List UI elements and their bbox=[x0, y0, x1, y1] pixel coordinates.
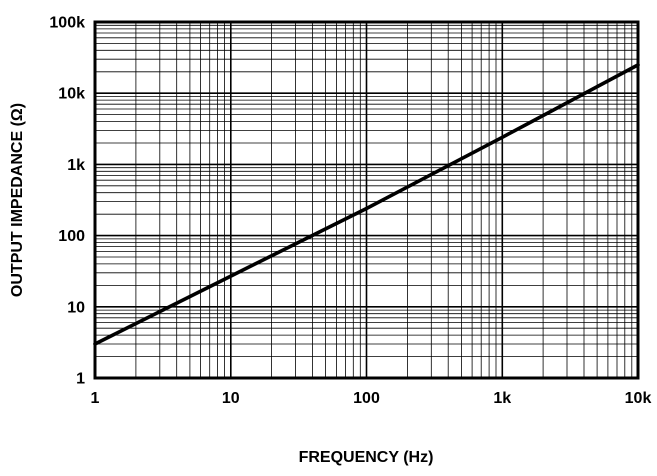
x-tick-label: 10 bbox=[222, 390, 240, 407]
x-tick-label: 1 bbox=[91, 390, 100, 407]
x-tick-label: 100 bbox=[353, 390, 380, 407]
x-tick-label: 1k bbox=[493, 390, 511, 407]
y-axis-title: OUTPUT IMPEDANCE (Ω) bbox=[9, 103, 26, 297]
y-tick-label: 1k bbox=[67, 157, 85, 174]
y-tick-label: 10k bbox=[58, 86, 85, 103]
x-tick-label: 10k bbox=[625, 390, 652, 407]
plot-border bbox=[93, 20, 640, 380]
grid-layer bbox=[94, 21, 639, 379]
impedance-data-line bbox=[93, 63, 640, 346]
y-tick-label: 10 bbox=[67, 299, 85, 316]
x-axis-title: FREQUENCY (Hz) bbox=[299, 449, 434, 466]
tick-label-layer: 1 10 100 1k 10k 1 10 100 1k 10k 100k bbox=[49, 15, 651, 408]
y-tick-label: 1 bbox=[76, 371, 85, 388]
y-tick-label: 100k bbox=[49, 15, 85, 32]
plot-layer bbox=[93, 20, 640, 380]
y-tick-label: 100 bbox=[58, 228, 85, 245]
